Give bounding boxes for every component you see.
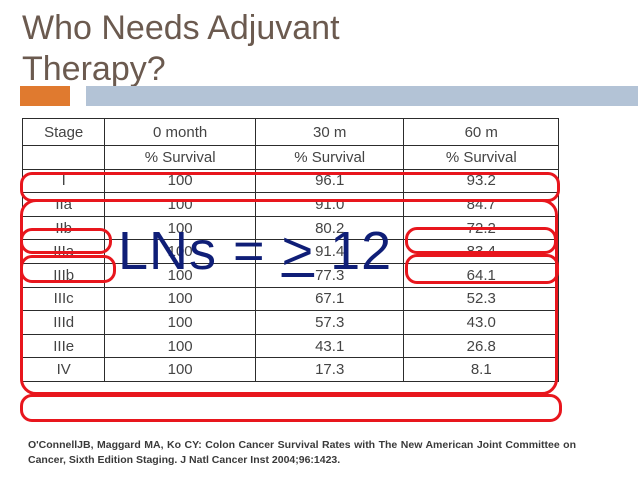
citation: O'ConnellJB, Maggard MA, Ko CY: Colon Ca… xyxy=(28,439,576,466)
stage-cell: IIIc xyxy=(21,286,106,312)
stage-cell: IIId xyxy=(21,310,106,335)
highlight-oval-stage-iia-iiid xyxy=(20,199,558,395)
highlight-oval-stage-iib xyxy=(20,228,112,254)
stage-cell: IIIe xyxy=(21,333,106,359)
table-cell: 52.3 xyxy=(403,286,559,312)
table-cell: 100 xyxy=(104,215,256,241)
overlay-prefix: LNs = xyxy=(118,221,282,281)
table-row: IIIe 100 43.1 26.8 xyxy=(21,333,559,359)
table-row: IIa 100 91.0 84.7 xyxy=(21,192,559,217)
table-cell: 100 xyxy=(104,357,256,382)
table-cell: 91.4 xyxy=(254,239,405,264)
overlay-suffix: 12 xyxy=(314,221,393,281)
table-header-cell: % Survival xyxy=(104,145,256,170)
table-header-cell: 60 m xyxy=(403,118,559,146)
table-header-row: Stage 0 month 30 m 60 m xyxy=(21,118,559,146)
table-header-cell xyxy=(21,145,106,170)
table-cell: 26.8 xyxy=(403,333,559,359)
stage-cell: IV xyxy=(21,357,106,382)
table-cell: 100 xyxy=(104,286,256,312)
table-cell: 100 xyxy=(104,333,256,359)
table-header-cell: % Survival xyxy=(254,145,405,170)
highlight-oval-iiia-60m xyxy=(405,254,559,284)
table-cell: 57.3 xyxy=(254,310,405,335)
table-cell: 100 xyxy=(104,262,256,288)
table-row: IV 100 17.3 8.1 xyxy=(21,357,559,382)
overlay-symbol: > xyxy=(281,221,315,281)
highlight-oval-stage-iiia xyxy=(20,255,116,283)
table-cell: 43.1 xyxy=(254,333,405,359)
table-row: IIId 100 57.3 43.0 xyxy=(21,310,559,335)
table-header-cell: 30 m xyxy=(254,118,405,146)
table-cell: 17.3 xyxy=(254,357,405,382)
highlight-oval-stage-iv xyxy=(20,394,562,422)
lymph-node-threshold-label: LNs = > 12 xyxy=(118,222,392,280)
highlight-oval-iib-60m xyxy=(405,227,557,254)
table-row: IIIc 100 67.1 52.3 xyxy=(21,286,559,312)
table-cell: 80.2 xyxy=(254,215,405,241)
table-cell: 67.1 xyxy=(254,286,405,312)
table-cell: 43.0 xyxy=(403,310,559,335)
table-subheader-row: % Survival % Survival % Survival xyxy=(21,145,559,170)
table-header-cell: % Survival xyxy=(403,145,559,170)
title-accent-bar-blue xyxy=(86,86,638,106)
table-cell: 100 xyxy=(104,192,256,217)
table-header-cell: Stage xyxy=(21,118,106,146)
table-header-cell: 0 month xyxy=(104,118,256,146)
table-cell: 77.3 xyxy=(254,262,405,288)
title-accent-bar-orange xyxy=(20,86,70,106)
slide-title: Who Needs Adjuvant Therapy? xyxy=(22,9,340,88)
table-cell: 100 xyxy=(104,310,256,335)
highlight-oval-stage-i xyxy=(20,172,560,202)
table-cell: 8.1 xyxy=(403,357,559,382)
